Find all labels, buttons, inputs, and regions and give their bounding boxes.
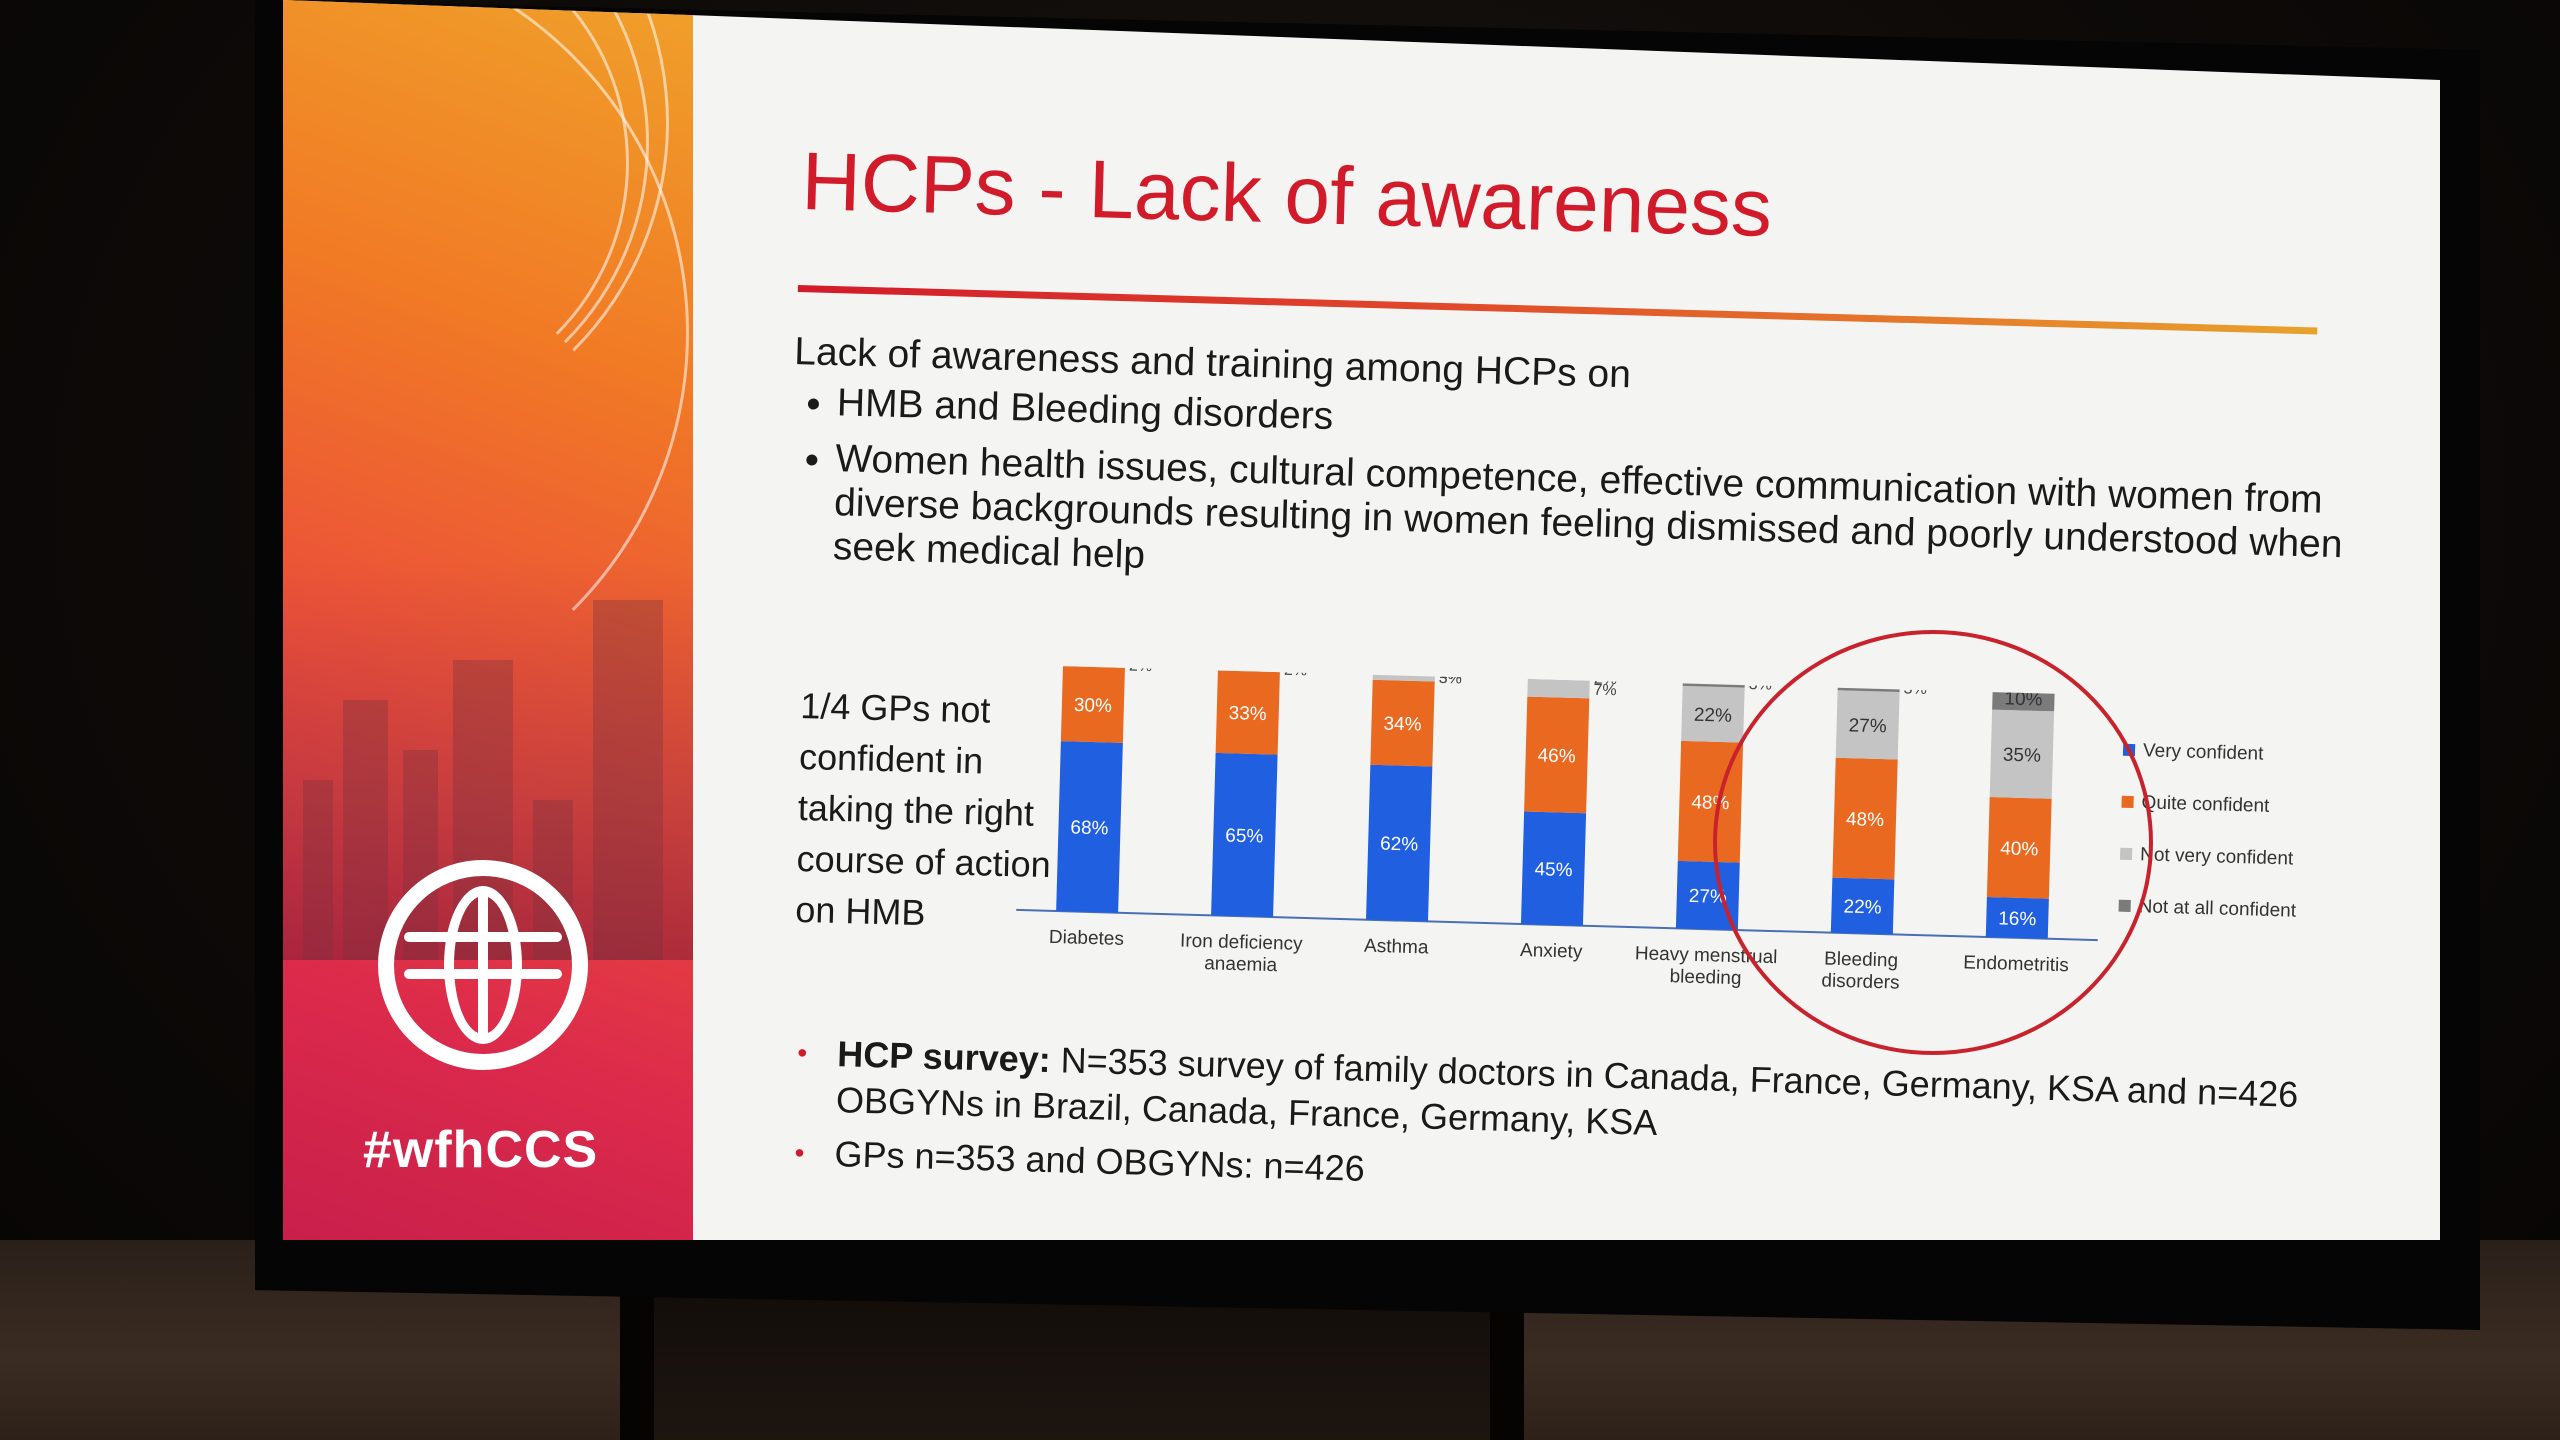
bar-segment	[1060, 666, 1125, 743]
legend-entry: Quite confident	[2141, 792, 2270, 817]
bar-segment	[1366, 764, 1433, 922]
title-underline	[797, 285, 2318, 335]
stand-leg-left	[620, 1290, 654, 1440]
data-label: 3%	[1749, 676, 1773, 694]
data-label: 34%	[1383, 714, 1422, 736]
legend-entry: Not very confident	[2140, 844, 2294, 869]
data-label: 27%	[1688, 886, 1727, 908]
bar-segment	[1520, 811, 1587, 926]
category-tick-label: anaemia	[1204, 953, 1278, 976]
data-label: 2%	[1129, 665, 1153, 675]
bar-segment	[1215, 670, 1280, 755]
hashtag-label: #wfhCCS	[363, 1121, 599, 1179]
bullet-list: HMB and Bleeding disorders Women health …	[788, 380, 2353, 611]
data-label: 1%	[1439, 665, 1463, 683]
data-label: 33%	[1228, 703, 1267, 725]
data-label: 7%	[1593, 682, 1617, 700]
bar-segment	[1524, 696, 1590, 814]
data-label: 2%	[1284, 665, 1308, 679]
bullet-item: Women health issues, cultural competence…	[832, 437, 2351, 611]
bar-segment	[1527, 679, 1590, 699]
bar-segment	[1370, 679, 1435, 767]
data-label: 65%	[1225, 825, 1264, 847]
legend-entry: Very confident	[2143, 740, 2265, 764]
category-tick-label: Asthma	[1364, 936, 1429, 959]
legend-entry: Not at all confident	[2138, 896, 2297, 921]
data-label: 2%	[1594, 670, 1618, 688]
highlight-circle	[1713, 630, 2153, 1055]
slide-content: HCPs - Lack of awareness Lack of awarene…	[693, 0, 2440, 1240]
bar-segment	[1211, 752, 1278, 918]
data-label: 22%	[1694, 705, 1733, 727]
category-tick-label: bleeding	[1669, 966, 1741, 989]
slide-branding-panel: #wfhCCS	[283, 0, 693, 1241]
data-label: 45%	[1534, 859, 1573, 881]
data-label: 68%	[1070, 817, 1109, 839]
survey-label: HCP survey:	[836, 1033, 1052, 1081]
presentation-screen: #wfhCCS HCPs - Lack of awareness Lack of…	[283, 0, 2440, 1241]
bar-segment	[1056, 741, 1123, 913]
data-label: 46%	[1537, 745, 1576, 767]
data-label: 62%	[1380, 834, 1419, 856]
category-tick-label: Diabetes	[1049, 927, 1125, 950]
category-tick-label: Iron deficiency	[1180, 930, 1304, 954]
category-tick-label: Anxiety	[1520, 940, 1583, 963]
slide-title: HCPs - Lack of awareness	[800, 135, 1774, 255]
bar-segment	[1681, 685, 1745, 743]
globe-hands-logo-icon	[378, 860, 588, 1070]
decorative-arc	[283, 0, 689, 726]
slide-body: Lack of awareness and training among HCP…	[788, 330, 2354, 623]
data-label: 30%	[1074, 695, 1113, 717]
stand-leg-right	[1490, 1290, 1524, 1440]
bar-segment	[1372, 669, 1435, 675]
